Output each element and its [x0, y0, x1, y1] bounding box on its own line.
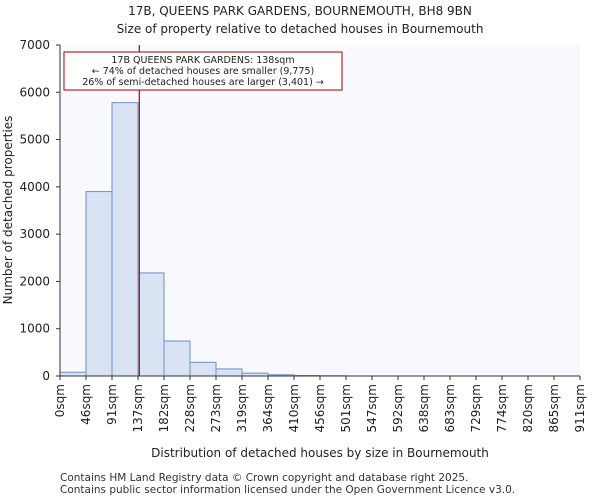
- footer-copyright: Contains HM Land Registry data © Crown c…: [60, 472, 469, 484]
- bars: [59, 102, 347, 377]
- x-tick-label: 729sqm: [469, 384, 483, 432]
- y-tick-label: 3000: [19, 227, 50, 241]
- x-tick-label: 592sqm: [391, 384, 405, 432]
- bar-0sqm: [59, 371, 87, 377]
- x-tick-label: 456sqm: [313, 384, 327, 432]
- annotation-box: [63, 51, 343, 91]
- y-ticks: 0 1000 2000 3000 4000 5000 6000 7000: [19, 38, 60, 383]
- x-tick-label: 364sqm: [261, 384, 275, 432]
- x-tick-label: 683sqm: [443, 384, 457, 432]
- x-tick-label: 547sqm: [365, 384, 379, 432]
- y-tick-label: 2000: [19, 274, 50, 288]
- bar-91sqm: [111, 102, 139, 377]
- bar-273sqm: [215, 368, 243, 377]
- x-tick-label: 774sqm: [495, 384, 509, 432]
- y-tick-label: 7000: [19, 38, 50, 52]
- x-tick-label: 137sqm: [131, 384, 145, 432]
- x-tick-label: 911sqm: [573, 384, 587, 432]
- x-tick-label: 638sqm: [417, 384, 431, 432]
- x-ticks: 0sqm 46sqm 91sqm 137sqm 182sqm 228sqm 273sqm 31…: [53, 376, 587, 432]
- x-axis-label: Distribution of detached houses by size …: [151, 446, 489, 460]
- annotation-line-3: 26% of semi-detached houses are larger (…: [82, 77, 324, 88]
- x-tick-label: 0sqm: [53, 384, 67, 417]
- x-tick-label: 865sqm: [547, 384, 561, 432]
- x-tick-label: 182sqm: [157, 384, 171, 432]
- x-tick-label: 46sqm: [79, 384, 93, 425]
- annotation-line-1: 17B QUEENS PARK GARDENS: 138sqm: [111, 55, 294, 66]
- y-tick-label: 5000: [19, 133, 50, 147]
- chart-title: 17B, QUEENS PARK GARDENS, BOURNEMOUTH, B…: [128, 4, 472, 18]
- x-tick-label: 820sqm: [521, 384, 535, 432]
- bar-182sqm: [163, 340, 191, 377]
- bar-46sqm: [85, 191, 113, 377]
- x-tick-label: 273sqm: [209, 384, 223, 432]
- y-tick-label: 4000: [19, 180, 50, 194]
- y-tick-label: 1000: [19, 322, 50, 336]
- x-tick-label: 410sqm: [287, 384, 301, 432]
- x-tick-label: 228sqm: [183, 384, 197, 432]
- footer-licence: Contains public sector information licen…: [60, 484, 516, 496]
- chart-subtitle: Size of property relative to detached ho…: [117, 22, 484, 36]
- bar-228sqm: [189, 361, 217, 377]
- annotation-line-2: ← 74% of detached houses are smaller (9,…: [92, 66, 315, 77]
- x-tick-label: 319sqm: [235, 384, 249, 432]
- bar-137sqm: [137, 272, 165, 377]
- x-tick-label: 501sqm: [339, 384, 353, 432]
- y-tick-label: 6000: [19, 85, 50, 99]
- y-axis-label: Number of detached properties: [1, 116, 15, 305]
- y-tick-label: 0: [42, 369, 50, 383]
- x-tick-label: 91sqm: [105, 384, 119, 425]
